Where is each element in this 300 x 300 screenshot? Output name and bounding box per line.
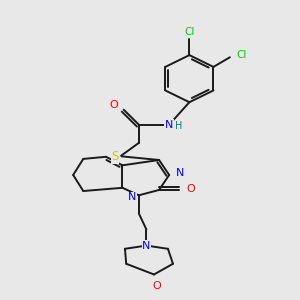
Text: N: N (128, 192, 137, 203)
Text: N: N (176, 168, 185, 178)
Text: H: H (175, 121, 182, 130)
Text: O: O (109, 100, 118, 110)
Text: Cl: Cl (236, 50, 246, 60)
Text: N: N (165, 120, 173, 130)
Text: S: S (111, 150, 118, 163)
Text: O: O (152, 281, 161, 291)
Text: N: N (142, 241, 151, 250)
Text: Cl: Cl (184, 27, 195, 37)
Text: O: O (186, 184, 195, 194)
